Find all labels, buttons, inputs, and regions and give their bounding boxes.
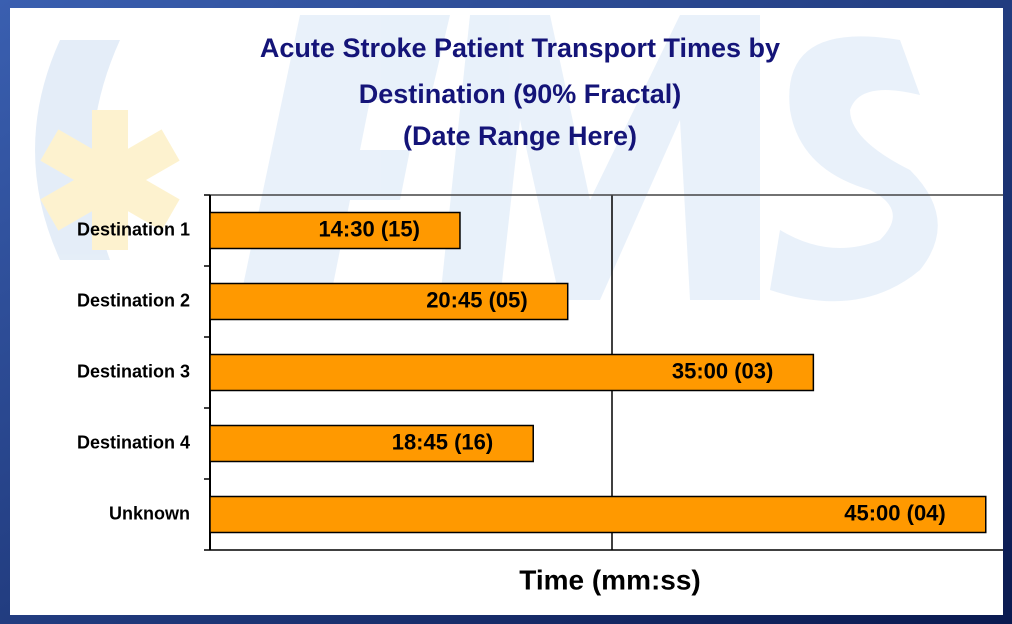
x-axis-label: Time (mm:ss) [519, 564, 701, 595]
chart-title: Acute Stroke Patient Transport Times by [260, 33, 780, 63]
y-tick-label: Destination 4 [77, 432, 190, 452]
value-label: 14:30 (15) [318, 216, 420, 241]
value-label: 20:45 (05) [426, 287, 528, 312]
bar [209, 282, 569, 321]
value-label: 35:00 (03) [672, 358, 774, 383]
bar [209, 424, 534, 463]
bar [209, 211, 461, 250]
value-label: 45:00 (04) [844, 500, 946, 525]
value-label: 18:45 (16) [392, 429, 494, 454]
bar [209, 353, 815, 392]
y-tick-label: Unknown [109, 503, 190, 523]
bar [209, 495, 987, 534]
y-tick-label: Destination 3 [77, 361, 190, 381]
y-tick-label: Destination 1 [77, 219, 190, 239]
chart-title: (Date Range Here) [403, 121, 637, 151]
chart-title: Destination (90% Fractal) [359, 79, 682, 109]
y-tick-label: Destination 2 [77, 290, 190, 310]
